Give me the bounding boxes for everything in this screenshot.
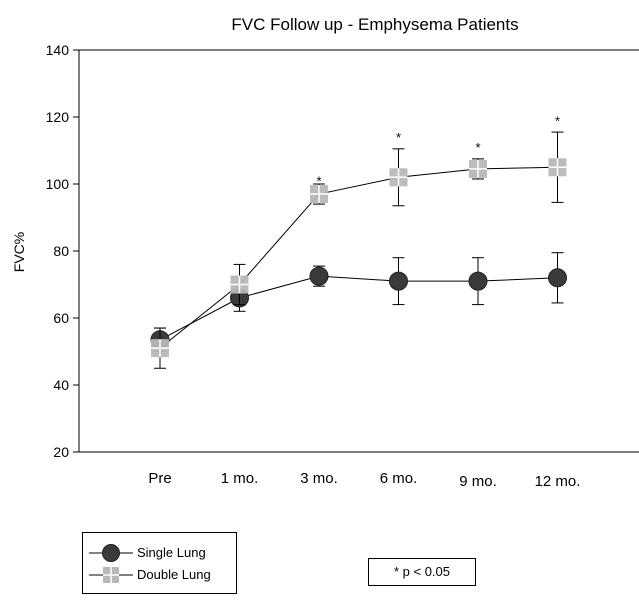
fvc-line-chart: FVC Follow up - Emphysema Patients 20 40 6… — [11, 15, 639, 490]
legend-item-double-lung: Double Lung — [83, 565, 238, 585]
series-line — [159, 275, 558, 341]
x-tick-label: 1 mo. — [221, 470, 259, 487]
x-tick-label: Pre — [148, 470, 171, 487]
data-point-double-lung — [548, 158, 567, 177]
data-point-single-lung — [468, 271, 488, 291]
y-tick-label: 100 — [46, 176, 70, 192]
y-axis-label: FVC% — [11, 232, 27, 272]
legend-label-single-lung: Single Lung — [137, 545, 206, 560]
y-tick-label: 20 — [53, 444, 69, 460]
y-tick-label: 60 — [53, 310, 69, 326]
x-tick-label: 9 mo. — [459, 473, 497, 490]
series-line — [159, 166, 558, 349]
y-tick-label: 40 — [53, 377, 69, 393]
significance-note: * p < 0.05 — [368, 558, 476, 586]
x-tick-label: 6 mo. — [380, 470, 418, 487]
legend-marker-circle-icon — [89, 544, 133, 562]
chart-title: FVC Follow up - Emphysema Patients — [231, 15, 518, 34]
x-tick-label: 12 mo. — [535, 473, 581, 490]
data-point-double-lung — [389, 168, 408, 187]
data-point-single-lung — [389, 271, 408, 291]
y-tick-label: 80 — [53, 243, 69, 259]
data-point-double-lung — [469, 159, 487, 178]
x-tick-label: 3 mo. — [300, 470, 338, 487]
data-point-double-lung — [310, 185, 328, 204]
data-point-single-lung — [309, 266, 329, 286]
y-tick-label: 140 — [46, 42, 70, 58]
significance-asterisk: * — [475, 140, 480, 155]
legend: Single Lung Double Lung — [82, 532, 237, 594]
data-marks: * * * * — [150, 113, 567, 369]
data-point-single-lung — [548, 268, 567, 288]
data-point-double-lung — [230, 275, 249, 294]
significance-asterisk: * — [316, 174, 321, 189]
data-point-double-lung — [151, 339, 169, 358]
significance-asterisk: * — [396, 130, 401, 145]
legend-marker-square-icon — [89, 567, 133, 583]
axes: 20 40 60 80 100 120 140 Pre 1 mo. 3 mo. 6 mo. 9 mo.… — [46, 42, 639, 490]
legend-item-single-lung: Single Lung — [83, 543, 238, 563]
y-tick-label: 120 — [46, 109, 70, 125]
significance-asterisk: * — [555, 113, 560, 128]
legend-label-double-lung: Double Lung — [137, 567, 211, 582]
